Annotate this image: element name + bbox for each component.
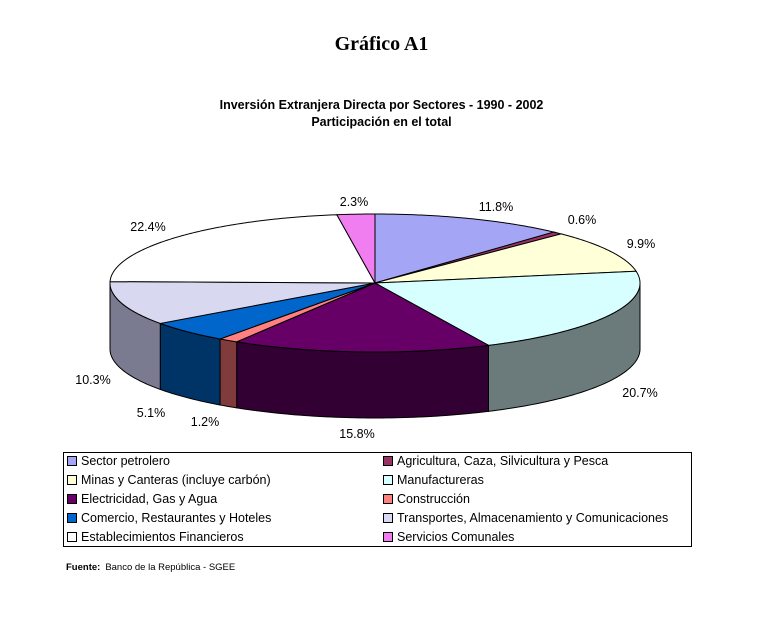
- pie-slice-5: [218, 282, 376, 343]
- pie-slice-9: [336, 213, 376, 285]
- legend-label: Comercio, Restaurantes y Hoteles: [81, 511, 272, 525]
- legend-label: Manufactureras: [397, 473, 484, 487]
- legend-item: Manufactureras: [383, 473, 484, 487]
- data-label-1: 0.6%: [568, 213, 597, 227]
- pie-slice-6: [158, 282, 376, 340]
- data-label-2: 9.9%: [627, 237, 656, 251]
- data-label-7: 10.3%: [75, 373, 110, 387]
- legend: Sector petrolero Agricultura, Caza, Silvi…: [63, 452, 692, 547]
- pie-side-5: [219, 338, 238, 409]
- legend-swatch: [67, 494, 77, 504]
- data-label-3: 20.7%: [622, 386, 657, 400]
- legend-item: Comercio, Restaurantes y Hoteles: [67, 511, 271, 525]
- data-label-5: 1.2%: [191, 415, 220, 429]
- data-label-6: 5.1%: [137, 406, 166, 420]
- source-label: Fuente:: [66, 562, 101, 573]
- legend-swatch: [383, 494, 393, 504]
- pie-slice-2: [374, 233, 638, 284]
- pie-slice-4: [234, 282, 491, 353]
- legend-label: Construcción: [397, 492, 470, 506]
- data-label-4: 15.8%: [339, 427, 374, 441]
- pie-slice-8: [109, 214, 376, 284]
- legend-item: Establecimientos Financieros: [67, 530, 244, 544]
- legend-label: Sector petrolero: [81, 454, 170, 468]
- pie-slice-0: [374, 213, 556, 284]
- chart-subtitle-2: Participación en el total: [311, 115, 452, 129]
- data-label-0: 11.8%: [479, 200, 514, 214]
- chart-subtitle-1: Inversión Extranjera Directa por Sectore…: [219, 98, 544, 112]
- legend-label: Establecimientos Financieros: [81, 530, 244, 544]
- data-label-9: 2.3%: [340, 195, 369, 209]
- pie-side-4: [236, 341, 489, 419]
- legend-label: Servicios Comunales: [397, 530, 515, 544]
- legend-swatch: [383, 456, 393, 466]
- source-note: Fuente: Banco de la República - SGEE: [66, 562, 235, 573]
- legend-label: Transportes, Almacenamiento y Comunicaci…: [397, 511, 669, 525]
- legend-swatch: [383, 475, 393, 485]
- legend-swatch: [67, 456, 77, 466]
- legend-item: Servicios Comunales: [383, 530, 514, 544]
- legend-swatch: [67, 513, 77, 523]
- legend-item: Construcción: [383, 492, 470, 506]
- data-label-8: 22.4%: [130, 220, 165, 234]
- legend-label: Minas y Canteras (incluye carbón): [81, 473, 271, 487]
- source-text: Banco de la República - SGEE: [105, 562, 236, 573]
- legend-swatch: [383, 513, 393, 523]
- legend-swatch: [67, 532, 77, 542]
- legend-item: Agricultura, Caza, Silvicultura y Pesca: [383, 454, 608, 468]
- pie-slice-7: [109, 281, 376, 324]
- pie-chart: 11.8% 0.6% 9.9% 20.7% 15.8% 1.2% 5.1% 10.3% 22.4…: [75, 195, 657, 441]
- legend-item: Transportes, Almacenamiento y Comunicaci…: [383, 511, 668, 525]
- legend-item: Sector petrolero: [67, 454, 170, 468]
- legend-label: Agricultura, Caza, Silvicultura y Pesca: [397, 454, 609, 468]
- legend-swatch: [383, 532, 393, 542]
- legend-item: Minas y Canteras (incluye carbón): [67, 473, 271, 487]
- legend-label: Electricidad, Gas y Agua: [81, 492, 218, 506]
- chart-title: Gráfico A1: [334, 33, 429, 55]
- legend-swatch: [67, 475, 77, 485]
- pie-slice-3: [373, 270, 641, 346]
- legend-item: Electricidad, Gas y Agua: [67, 492, 217, 506]
